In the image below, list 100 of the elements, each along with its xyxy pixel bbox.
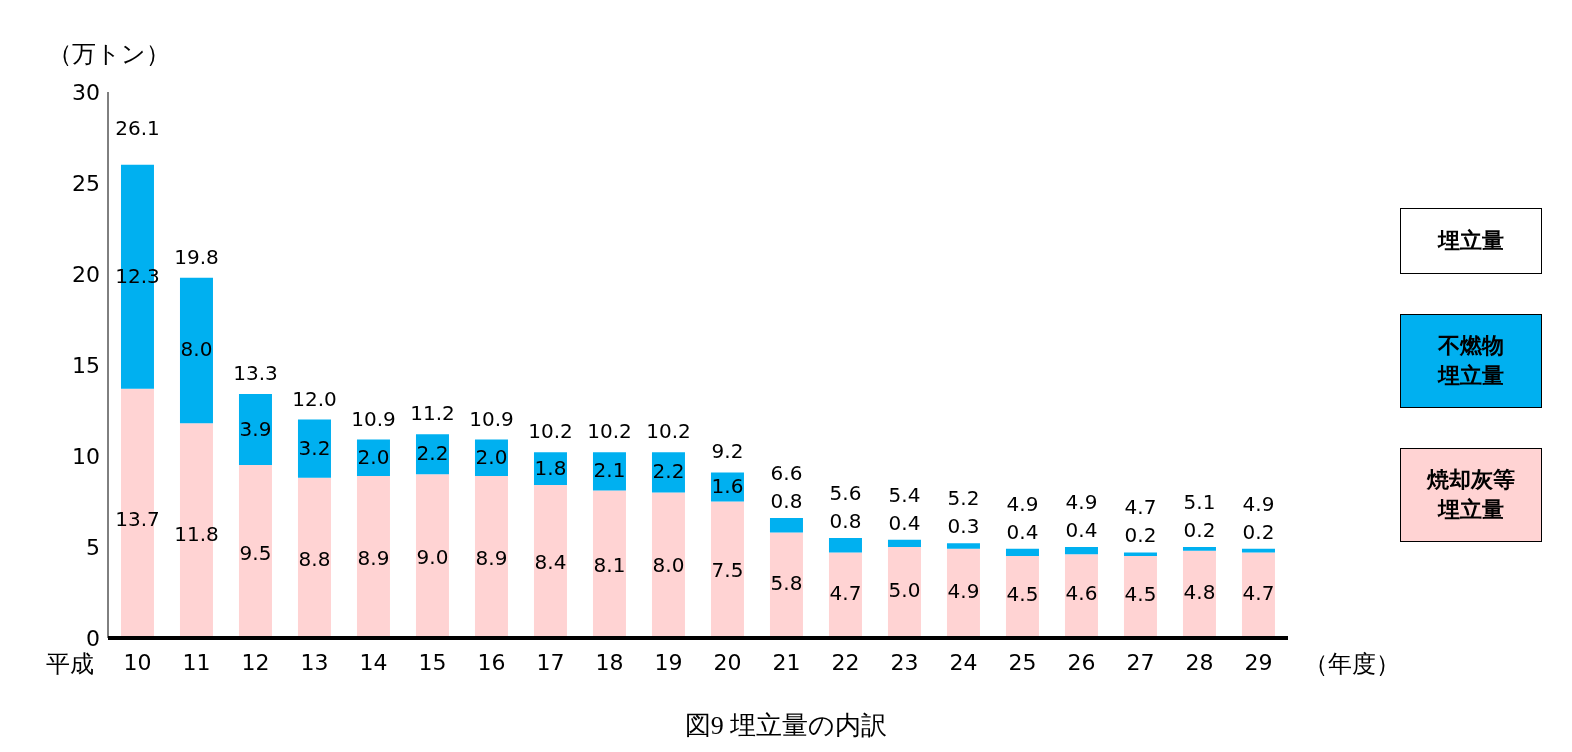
data-label: 3.9	[239, 416, 272, 441]
data-label: 3.2	[298, 435, 331, 460]
bar	[1182, 550, 1216, 638]
bar	[1064, 554, 1098, 638]
data-label: 0.2	[1124, 523, 1157, 548]
total-label: 6.6	[770, 460, 803, 485]
data-label: 8.4	[534, 550, 567, 575]
data-label: 2.1	[593, 458, 626, 483]
bar	[651, 492, 685, 638]
bar	[297, 477, 331, 638]
bar	[415, 474, 449, 638]
total-label: 26.1	[115, 115, 160, 140]
total-label: 4.9	[1006, 491, 1039, 516]
data-label: 4.9	[947, 578, 980, 603]
data-label: 4.6	[1065, 581, 1098, 606]
data-label: 4.8	[1183, 579, 1216, 604]
total-label: 5.1	[1183, 490, 1216, 514]
data-label: 8.8	[298, 546, 331, 571]
x-tick-label: 17	[536, 649, 565, 675]
bar	[769, 517, 803, 533]
total-label: 9.2	[711, 439, 744, 464]
x-tick-label: 19	[654, 649, 683, 675]
total-label: 4.9	[1065, 490, 1098, 514]
data-label: 13.7	[115, 506, 160, 531]
y-tick-label: 10	[72, 443, 100, 469]
total-label: 12.0	[292, 386, 337, 411]
data-label: 4.7	[1242, 580, 1275, 605]
data-label: 5.0	[888, 578, 921, 603]
bar	[887, 539, 921, 547]
data-label: 7.5	[711, 557, 744, 582]
total-label: 10.2	[587, 419, 632, 444]
bar	[946, 548, 980, 638]
bar	[474, 476, 508, 638]
data-label: 2.2	[416, 441, 449, 466]
x-axis-title: （年度）	[1304, 649, 1400, 680]
data-label: 2.0	[475, 444, 508, 469]
data-label: 4.5	[1124, 582, 1157, 607]
data-label: 1.6	[711, 473, 744, 498]
bar	[356, 476, 390, 638]
x-tick-label: 26	[1067, 649, 1096, 675]
data-label: 9.5	[239, 541, 272, 566]
bar	[1123, 556, 1157, 638]
x-tick-label: 28	[1185, 649, 1214, 675]
data-label: 0.3	[947, 514, 980, 539]
x-tick-label: 29	[1244, 649, 1273, 675]
x-tick-label: 16	[477, 649, 506, 675]
y-tick-label: 0	[86, 625, 100, 651]
data-label: 4.5	[1006, 582, 1039, 607]
bar	[887, 547, 921, 638]
text: 不燃物埋立量	[1436, 332, 1505, 390]
caption: 図9 埋立量の内訳	[683, 710, 889, 742]
x-tick-label: 11	[182, 649, 211, 675]
bar	[297, 419, 331, 478]
data-label: 11.8	[174, 522, 219, 547]
x-tick-label: 27	[1126, 649, 1155, 675]
bar	[828, 552, 862, 638]
total-label: 10.2	[528, 419, 573, 444]
bar	[238, 465, 272, 638]
data-label: 0.4	[1065, 518, 1098, 542]
total-label: 4.7	[1124, 495, 1157, 520]
x-tick-label: 22	[831, 649, 860, 675]
data-label: 4.7	[829, 580, 862, 605]
data-label: 8.0	[180, 337, 213, 362]
bar	[1005, 548, 1039, 557]
data-label: 1.8	[534, 455, 567, 480]
data-label: 0.4	[888, 510, 921, 535]
data-label: 9.0	[416, 545, 449, 570]
x-tick-label: 10	[123, 649, 152, 675]
total-label: 13.3	[233, 361, 278, 386]
data-label: 0.4	[1006, 519, 1039, 544]
y-tick-label: 25	[72, 170, 100, 196]
total-label: 10.9	[351, 406, 396, 431]
total-label: 11.2	[410, 401, 455, 426]
x-tick-label: 23	[890, 649, 919, 675]
text: 埋立量	[1400, 208, 1542, 274]
bar	[1182, 547, 1216, 551]
x-tick-label: 14	[359, 649, 388, 675]
data-label: 8.9	[475, 546, 508, 571]
total-label: 4.9	[1242, 491, 1275, 516]
data-label: 2.2	[652, 459, 685, 484]
bar	[710, 501, 744, 638]
bar	[238, 394, 272, 466]
total-label: 19.8	[174, 244, 219, 269]
bar	[179, 277, 213, 424]
text: 平成	[46, 649, 94, 680]
x-tick-label: 12	[241, 649, 270, 675]
x-tick-label: 21	[772, 649, 801, 675]
y-tick-label: 20	[72, 261, 100, 287]
x-tick-label: 20	[713, 649, 742, 675]
data-label: 0.8	[770, 488, 803, 513]
bar	[1241, 552, 1275, 638]
bar	[1005, 556, 1039, 638]
x-tick-label: 18	[595, 649, 624, 675]
bar	[592, 490, 626, 638]
text: 焼却灰等埋立量	[1426, 466, 1516, 524]
data-label: 0.2	[1242, 519, 1275, 544]
y-tick-label: 5	[86, 534, 100, 560]
total-label: 5.4	[888, 482, 921, 507]
bar	[1123, 552, 1157, 557]
total-label: 5.6	[829, 480, 862, 505]
